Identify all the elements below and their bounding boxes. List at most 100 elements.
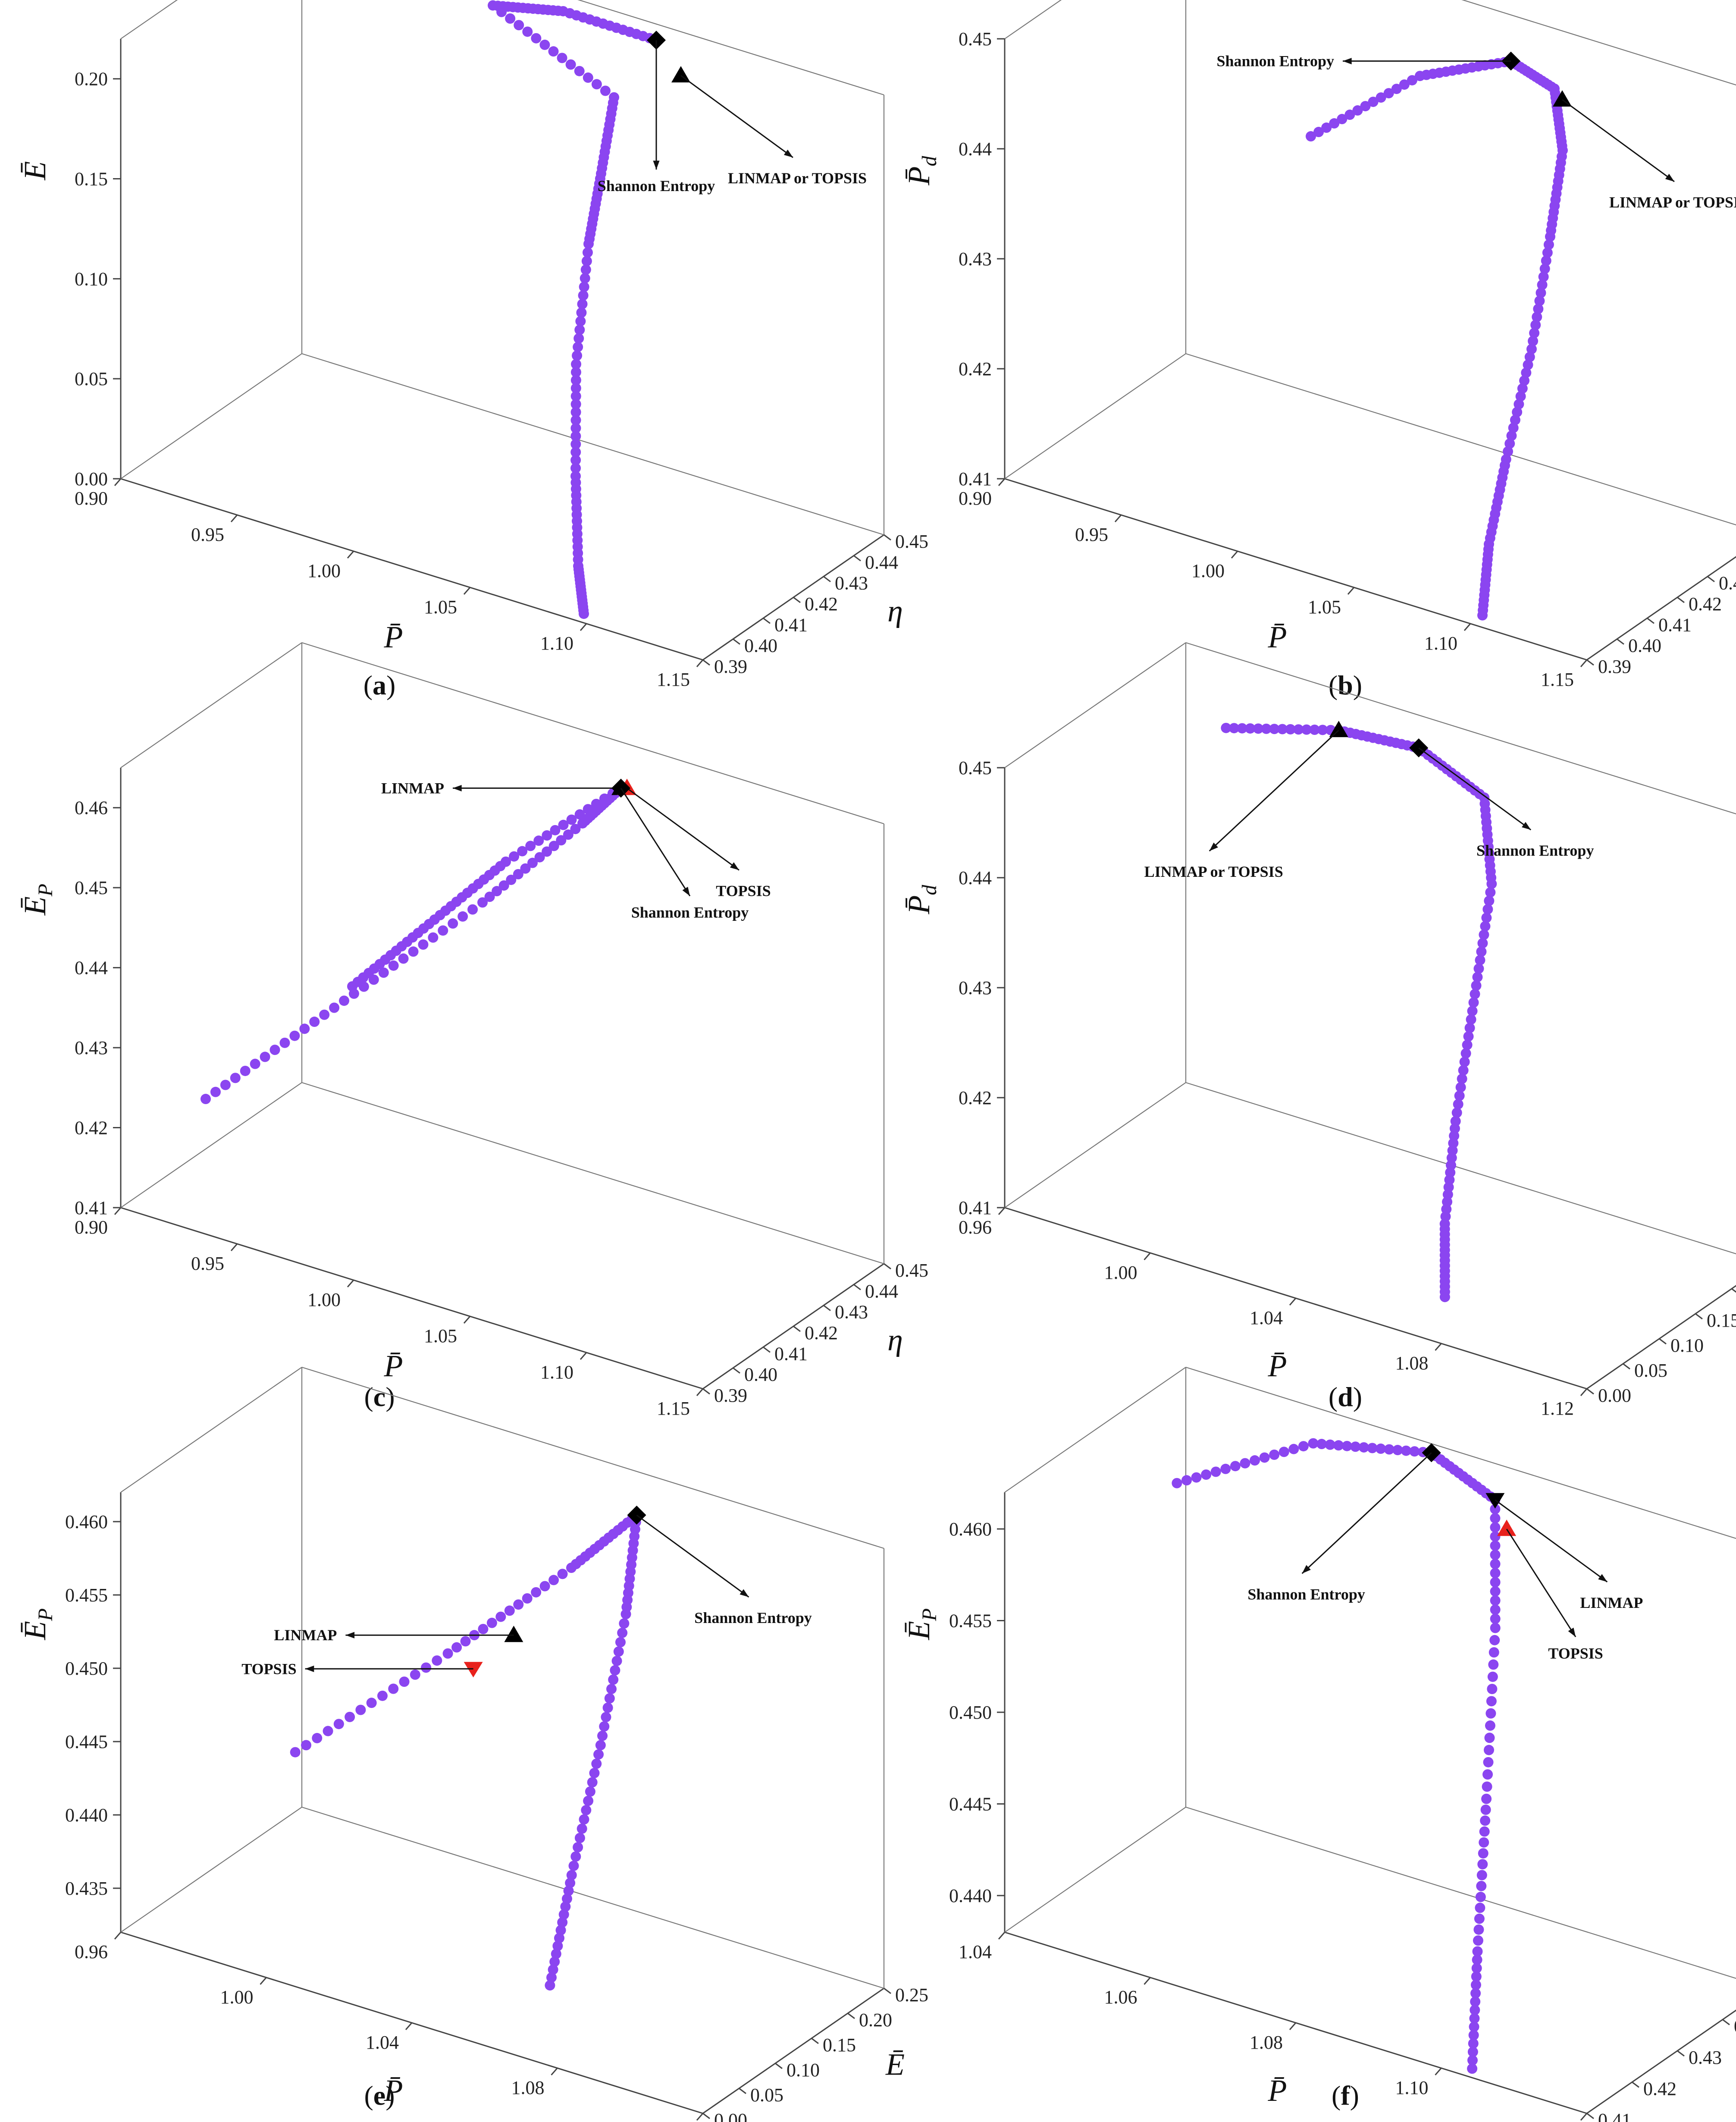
x-tick-label: 0.96: [75, 1941, 108, 1962]
data-point: [1240, 1458, 1250, 1469]
data-point: [602, 1702, 613, 1713]
data-point: [570, 439, 581, 449]
data-point: [347, 981, 357, 992]
data-point: [1485, 1720, 1495, 1731]
x-tick: [1144, 1977, 1151, 1985]
data-point: [1376, 1443, 1386, 1454]
x-axis-label: P̄: [384, 620, 403, 654]
annotation-arrow: [1562, 99, 1675, 182]
data-point: [1301, 724, 1312, 735]
data-point: [591, 798, 602, 809]
x-tick-label: 1.10: [1424, 633, 1457, 654]
x-tick: [114, 1207, 122, 1215]
y-tick: [884, 534, 891, 541]
data-point: [583, 804, 593, 815]
annotation-label: Shannon Entropy: [1217, 53, 1334, 70]
x-tick-label: 1.10: [540, 633, 573, 654]
data-point: [1486, 879, 1497, 889]
data-point: [570, 407, 581, 417]
x-tick-label: 0.90: [75, 488, 108, 509]
data-point: [1529, 328, 1540, 339]
y-tick: [823, 576, 831, 582]
y-tick: [1647, 618, 1655, 624]
panel-caption: (e): [364, 2080, 395, 2111]
data-point: [1172, 1478, 1182, 1488]
data-point: [581, 256, 592, 267]
data-point: [568, 1861, 579, 1871]
data-point: [1401, 1445, 1411, 1456]
y-tick-label: 0.42: [1643, 2078, 1676, 2100]
data-point: [1298, 1441, 1309, 1452]
data-point: [1514, 399, 1524, 410]
data-point: [1352, 105, 1363, 116]
x-tick: [1144, 1252, 1151, 1260]
data-point: [1482, 1781, 1492, 1792]
arrowhead: [730, 862, 739, 870]
y-tick-label: 0.40: [744, 1364, 777, 1385]
data-point: [1506, 430, 1517, 441]
y-tick-label: 0.25: [895, 1984, 928, 2006]
data-point: [1288, 1444, 1299, 1454]
x-tick-label: 1.00: [307, 560, 341, 581]
data-point: [577, 1823, 587, 1834]
panel-caption: (d): [1329, 1381, 1362, 1412]
data-point: [549, 1956, 560, 1967]
y-tick-label: 0.10: [787, 2059, 820, 2081]
data-point: [1504, 438, 1515, 449]
x-tick: [998, 1932, 1006, 1940]
z-tick-label: 0.00: [75, 468, 108, 490]
x-tick: [230, 1243, 238, 1251]
data-point: [585, 1786, 595, 1797]
chart-panel-a: 0.00 0.05 0.10 0.15 0.20 0.90 0.95 1.00 1.05 1.10…: [18, 0, 928, 700]
data-point: [579, 609, 589, 619]
data-point: [595, 1740, 606, 1751]
data-point: [1541, 255, 1551, 266]
data-point: [388, 960, 399, 971]
data-point: [201, 1094, 211, 1105]
data-point: [589, 1767, 600, 1778]
data-point: [410, 1669, 420, 1680]
data-point: [1470, 1980, 1481, 1990]
data-point: [1463, 1031, 1474, 1042]
data-point: [377, 1690, 388, 1701]
x-tick-label: 1.08: [1250, 2032, 1283, 2053]
annotation-label: LINMAP or TOPSIS: [728, 170, 867, 187]
annotation-arrow: [1301, 1452, 1432, 1574]
z-tick-label: 0.44: [959, 867, 992, 888]
data-point: [1479, 929, 1489, 940]
data-point: [1384, 1444, 1394, 1455]
chart-panel-d: 0.41 0.42 0.43 0.44 0.45 0.96 1.00 1.04 1.08 1.12…: [902, 642, 1736, 1419]
data-point: [279, 1037, 290, 1048]
data-point: [418, 939, 429, 950]
x-tick-label: 1.00: [307, 1289, 341, 1310]
data-point: [573, 1842, 583, 1852]
x-tick: [230, 515, 238, 522]
data-point: [606, 1684, 617, 1695]
annotation-arrow: [1418, 747, 1532, 831]
data-point: [575, 316, 586, 326]
data-point: [1220, 1463, 1231, 1474]
data-point: [558, 1909, 569, 1920]
arrowhead: [682, 886, 690, 896]
data-point: [531, 33, 542, 44]
chart-panel-e: 0.435 0.440 0.445 0.450 0.455 0.460 0.96 1.00 1.…: [18, 1366, 928, 2122]
y-tick: [775, 2062, 783, 2069]
annotation-arrow: [1495, 1499, 1608, 1582]
z-tick-label: 0.440: [949, 1885, 992, 1906]
data-point: [565, 59, 576, 70]
data-point: [1476, 1880, 1487, 1891]
data-point: [548, 841, 559, 851]
arrowhead: [453, 785, 462, 791]
data-point: [1490, 1531, 1501, 1542]
annotation-label: TOPSIS: [1548, 1645, 1603, 1662]
data-point: [1517, 383, 1528, 394]
data-point: [230, 1073, 241, 1083]
data-point: [615, 1637, 626, 1648]
data-point: [1360, 101, 1371, 112]
data-point: [1321, 122, 1332, 133]
panel-caption: (c): [364, 1381, 395, 1412]
data-point: [432, 1655, 442, 1666]
axis-edge: [1004, 1367, 1186, 1493]
data-point: [467, 904, 478, 915]
